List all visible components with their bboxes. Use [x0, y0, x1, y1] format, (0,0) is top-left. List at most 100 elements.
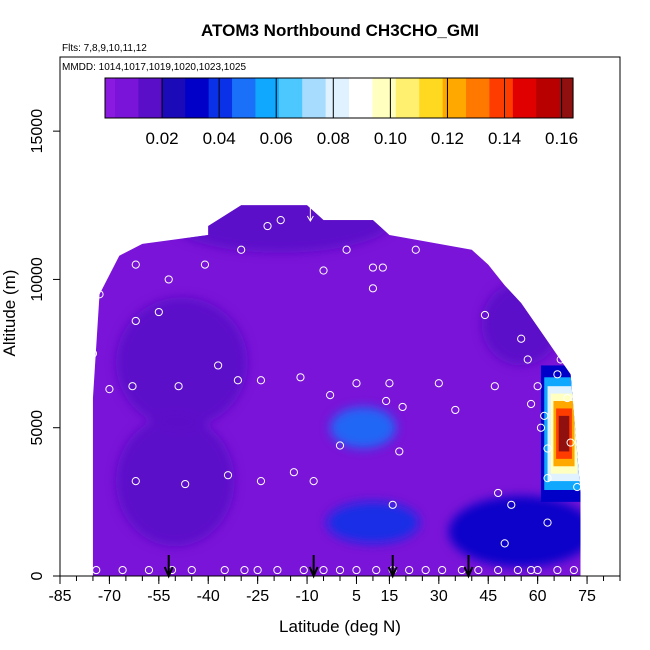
y-tick-label: 10000	[29, 257, 46, 302]
colorbar-swatch	[526, 78, 531, 118]
colorbar-swatch	[342, 78, 347, 118]
x-axis: -85 -70 -55 -40 -25 -10 5 15 30 45 60 75	[48, 576, 621, 605]
colorbar-tick-label: 0.04	[203, 129, 236, 148]
colorbar-swatch	[302, 78, 307, 118]
sample-point	[573, 482, 582, 492]
sample-point	[368, 263, 378, 272]
surface-sample-point	[372, 565, 381, 575]
sample-point	[540, 411, 549, 420]
colorbar-swatch	[191, 78, 196, 118]
y-axis: 0 5000 10000 15000	[29, 109, 60, 580]
sample-point	[398, 402, 407, 412]
sample-point	[326, 390, 335, 400]
colorbar-swatch	[225, 78, 230, 118]
sample-point	[289, 468, 298, 477]
colorbar-swatch	[245, 78, 250, 118]
sample-point	[200, 260, 210, 269]
x-tick-label: 60	[529, 588, 547, 605]
sample-point	[154, 307, 163, 317]
colorbar-swatch	[512, 78, 517, 118]
colorbar-swatch	[479, 78, 484, 118]
colorbar-swatch	[456, 78, 460, 118]
sample-point	[566, 438, 575, 447]
colorbar-swatch	[566, 78, 571, 118]
surface-sample-point	[187, 565, 196, 575]
colorbar-swatch	[171, 78, 176, 118]
colorbar-swatch	[516, 78, 521, 118]
x-tick-label: 15	[381, 588, 399, 605]
surface-sample-point	[494, 565, 503, 575]
surface-sample-point	[352, 565, 361, 575]
colorbar-swatch	[422, 78, 427, 118]
colorbar-swatch	[255, 78, 260, 118]
colorbar-swatch	[332, 78, 337, 118]
sample-point	[309, 476, 318, 486]
colorbar-swatch	[208, 78, 213, 118]
colorbar-swatch	[362, 78, 367, 118]
colorbar-swatch	[265, 78, 270, 118]
colorbar-tick-label: 0.02	[146, 129, 179, 148]
colorbar-swatch	[232, 78, 236, 118]
colorbar-swatch	[365, 78, 370, 118]
colorbar-swatch	[121, 78, 126, 118]
colorbar-swatch	[489, 78, 494, 118]
sample-point	[451, 405, 460, 415]
colorbar-swatch	[399, 78, 404, 118]
surface-sample-point	[253, 565, 262, 575]
colorbar-swatch	[375, 78, 380, 118]
colorbar-swatch	[439, 78, 444, 118]
colorbar-swatch	[108, 78, 113, 118]
sample-point	[131, 476, 140, 486]
colorbar-swatch	[228, 78, 233, 118]
sample-point	[378, 263, 387, 272]
colorbar-swatch	[546, 78, 551, 118]
colorbar-swatch	[115, 78, 119, 118]
surface-sample-point	[220, 565, 229, 575]
colorbar-swatch	[222, 78, 226, 118]
surface-sample-point	[553, 565, 562, 575]
colorbar-swatch	[419, 78, 424, 118]
colorbar-swatch	[382, 78, 387, 118]
sample-point	[233, 376, 242, 385]
colorbar-swatch	[536, 78, 541, 118]
colorbar-swatch	[312, 78, 317, 118]
colorbar-swatch	[125, 78, 129, 118]
colorbar-swatch	[359, 78, 363, 118]
colorbar-swatch	[238, 78, 243, 118]
surface-sample-point	[144, 565, 154, 575]
colorbar-swatch	[292, 78, 297, 118]
sample-point	[543, 518, 552, 527]
sample-point	[500, 539, 509, 548]
surface-sample-point	[474, 565, 483, 575]
colorbar-swatch	[355, 78, 360, 118]
colorbar-swatch	[151, 78, 156, 118]
colorbar-swatch	[141, 78, 146, 118]
colorbar-swatch	[155, 78, 160, 118]
region-northern-lowlevel-blue	[448, 495, 581, 568]
colorbar-swatch	[325, 78, 330, 118]
colorbar-swatch	[298, 78, 303, 118]
colorbar-swatch	[562, 78, 567, 118]
colorbar-swatch	[181, 78, 186, 118]
colorbar-swatch	[148, 78, 153, 118]
sample-point	[434, 379, 443, 388]
sample-point	[411, 245, 420, 254]
y-tick-label: 0	[29, 571, 46, 580]
colorbar-swatch	[188, 78, 193, 118]
sample-point	[105, 385, 114, 394]
colorbar-swatch	[282, 78, 287, 118]
sample-point	[526, 565, 536, 575]
x-tick-label: 5	[352, 588, 361, 605]
colorbar-frame	[104, 77, 574, 119]
colorbar-swatch	[569, 78, 574, 118]
x-tick-label: 45	[479, 588, 497, 605]
surface-sample-point	[92, 565, 101, 575]
colorbar-swatch	[272, 78, 277, 118]
colorbar-swatch	[452, 78, 457, 118]
colorbar-swatch	[198, 78, 203, 118]
colorbar-swatch	[392, 78, 397, 118]
surface-sample-point	[273, 565, 282, 575]
colorbar-swatch	[278, 78, 283, 118]
sample-point	[517, 334, 526, 343]
colorbar-swatch	[369, 78, 374, 118]
